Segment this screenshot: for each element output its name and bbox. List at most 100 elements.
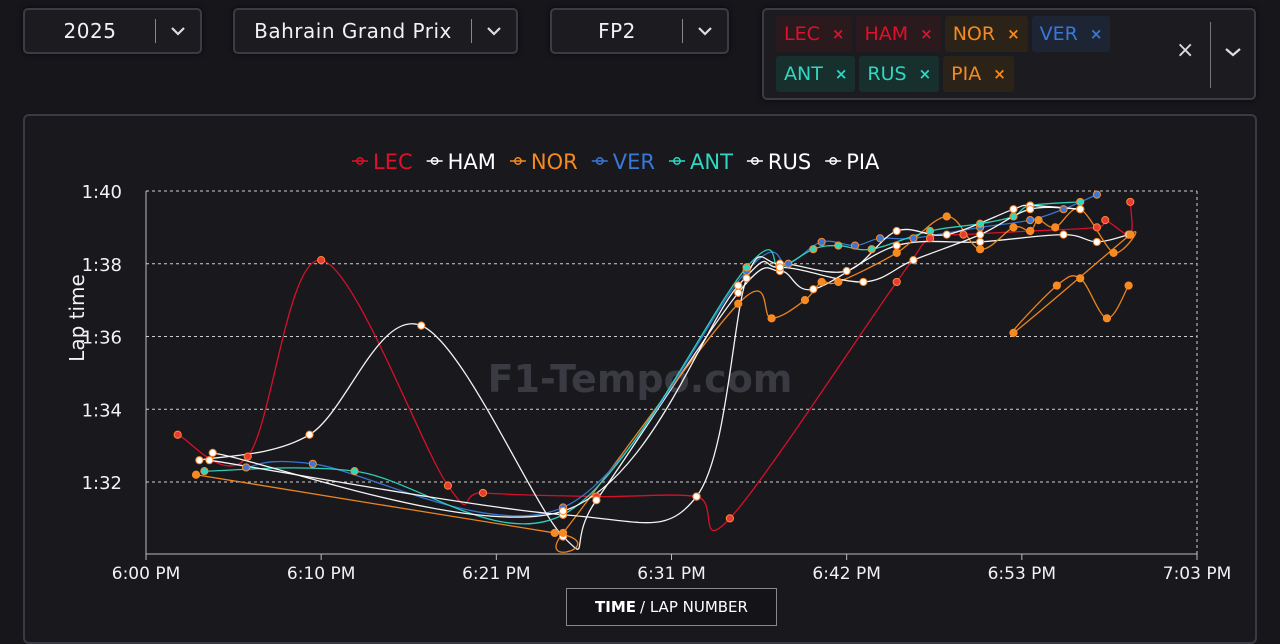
x-axis-mode-bold: TIME — [595, 598, 637, 616]
data-point-nor — [800, 296, 810, 305]
data-point-lec — [925, 234, 935, 243]
data-point-nor — [976, 245, 985, 254]
data-point-lec — [892, 277, 901, 287]
remove-chip-icon[interactable]: × — [1007, 25, 1020, 43]
remove-chip-icon[interactable]: × — [834, 65, 848, 83]
data-point-nor — [817, 277, 826, 287]
watermark: F1-Tempo.com — [488, 357, 793, 401]
driver-chip-nor: NOR × — [944, 16, 1028, 52]
driver-chip-label: ANT — [784, 63, 823, 85]
data-point-ant — [350, 466, 359, 476]
chart-panel — [23, 114, 1257, 644]
x-tick-label: 6:42 PM — [812, 564, 881, 584]
driver-chip-lec: LEC × — [776, 16, 853, 52]
driver-chip-rus: RUS × — [859, 56, 940, 92]
data-point-ham — [892, 241, 901, 250]
data-point-rus — [892, 226, 901, 236]
data-point-ver — [1059, 205, 1068, 214]
legend-marker-pia — [829, 157, 838, 165]
x-axis-mode-rest: / LAP NUMBER — [640, 598, 748, 616]
legend-label-ham: HAM — [448, 150, 496, 174]
x-tick-label: 6:10 PM — [287, 564, 356, 584]
data-point-pia — [1076, 205, 1085, 214]
legend-label-lec: LEC — [373, 150, 413, 174]
legend-label-nor: NOR — [531, 150, 578, 174]
data-point-lec — [1092, 223, 1102, 232]
legend-marker-ant — [673, 157, 681, 165]
chevron-down-icon[interactable] — [1224, 42, 1242, 61]
data-point-nor — [1102, 314, 1112, 323]
year-select[interactable]: 2025 — [23, 8, 202, 54]
remove-chip-icon[interactable]: × — [993, 65, 1006, 83]
data-point-ant — [834, 241, 843, 250]
remove-chip-icon[interactable]: × — [1089, 25, 1103, 43]
session-value: FP2 — [598, 19, 636, 43]
data-point-ham — [305, 430, 314, 439]
data-point-nor — [1034, 216, 1043, 225]
legend-label-ant: ANT — [690, 150, 733, 174]
data-point-ant — [867, 245, 876, 254]
x-tick-label: 6:31 PM — [637, 564, 706, 584]
remove-chip-icon[interactable]: × — [831, 25, 845, 43]
data-point-nor — [1009, 223, 1018, 232]
select-divider — [471, 19, 472, 43]
data-point-lec — [317, 256, 326, 265]
clear-icon[interactable]: × — [1176, 38, 1195, 63]
y-tick-label: 1:34 — [82, 400, 122, 421]
data-point-ham — [976, 237, 985, 247]
data-point-pia — [859, 277, 868, 287]
y-tick-label: 1:38 — [82, 255, 122, 276]
data-point-rus — [842, 266, 851, 276]
data-point-ham — [1092, 237, 1102, 247]
driver-chip-ham: HAM × — [856, 16, 941, 52]
y-tick-label: 1:32 — [82, 473, 122, 494]
data-point-ant — [925, 226, 935, 236]
data-point-pia — [976, 230, 985, 239]
data-point-lec — [725, 514, 734, 523]
driver-chip-label: RUS — [867, 63, 907, 85]
driver-chip-label: PIA — [951, 63, 982, 85]
x-tick-label: 6:21 PM — [462, 564, 531, 584]
y-axis-label: Lap time — [65, 274, 89, 362]
data-point-pia — [208, 448, 217, 457]
legend-marker-nor — [513, 157, 522, 165]
legend-label-ver: VER — [613, 150, 655, 174]
series-line-lec — [177, 201, 1133, 532]
data-point-nor — [1051, 223, 1060, 232]
data-point-lec — [443, 481, 453, 490]
data-point-pia — [775, 263, 785, 272]
remove-chip-icon[interactable]: × — [918, 65, 932, 83]
data-point-nor — [1124, 281, 1133, 290]
data-point-nor — [1109, 248, 1118, 257]
driver-multiselect[interactable]: LEC × HAM × NOR × VER × ANT × RUS × PIA × × — [762, 8, 1256, 100]
chevron-down-icon[interactable] — [683, 26, 727, 36]
data-point-nor — [834, 277, 843, 287]
data-point-ham — [417, 321, 426, 330]
session-select[interactable]: FP2 — [550, 8, 729, 54]
chevron-down-icon[interactable] — [472, 26, 516, 36]
driver-chip-label: HAM — [864, 23, 909, 45]
chevron-down-icon[interactable] — [156, 26, 200, 36]
data-point-ver — [909, 234, 918, 243]
data-point-ver — [308, 459, 317, 468]
data-point-ant — [200, 466, 209, 476]
data-point-ver — [241, 463, 251, 472]
data-point-ver — [817, 237, 826, 247]
legend-label-rus: RUS — [768, 150, 811, 174]
data-point-lec — [243, 452, 252, 461]
data-point-nor — [191, 470, 201, 479]
x-tick-label: 6:00 PM — [112, 564, 181, 584]
multiselect-divider — [1210, 22, 1211, 88]
data-point-ver — [875, 234, 885, 243]
remove-chip-icon[interactable]: × — [920, 25, 933, 43]
x-tick-label: 6:53 PM — [988, 564, 1057, 584]
data-point-ver — [1092, 190, 1102, 199]
data-point-nor — [767, 314, 776, 323]
select-divider — [682, 19, 683, 43]
data-point-nor — [1009, 328, 1018, 337]
data-point-pia — [909, 256, 918, 265]
driver-chip-label: VER — [1039, 23, 1078, 45]
event-select[interactable]: Bahrain Grand Prix — [233, 8, 518, 54]
x-axis-mode-button[interactable]: TIME / LAP NUMBER — [566, 588, 777, 626]
data-point-rus — [742, 274, 751, 283]
